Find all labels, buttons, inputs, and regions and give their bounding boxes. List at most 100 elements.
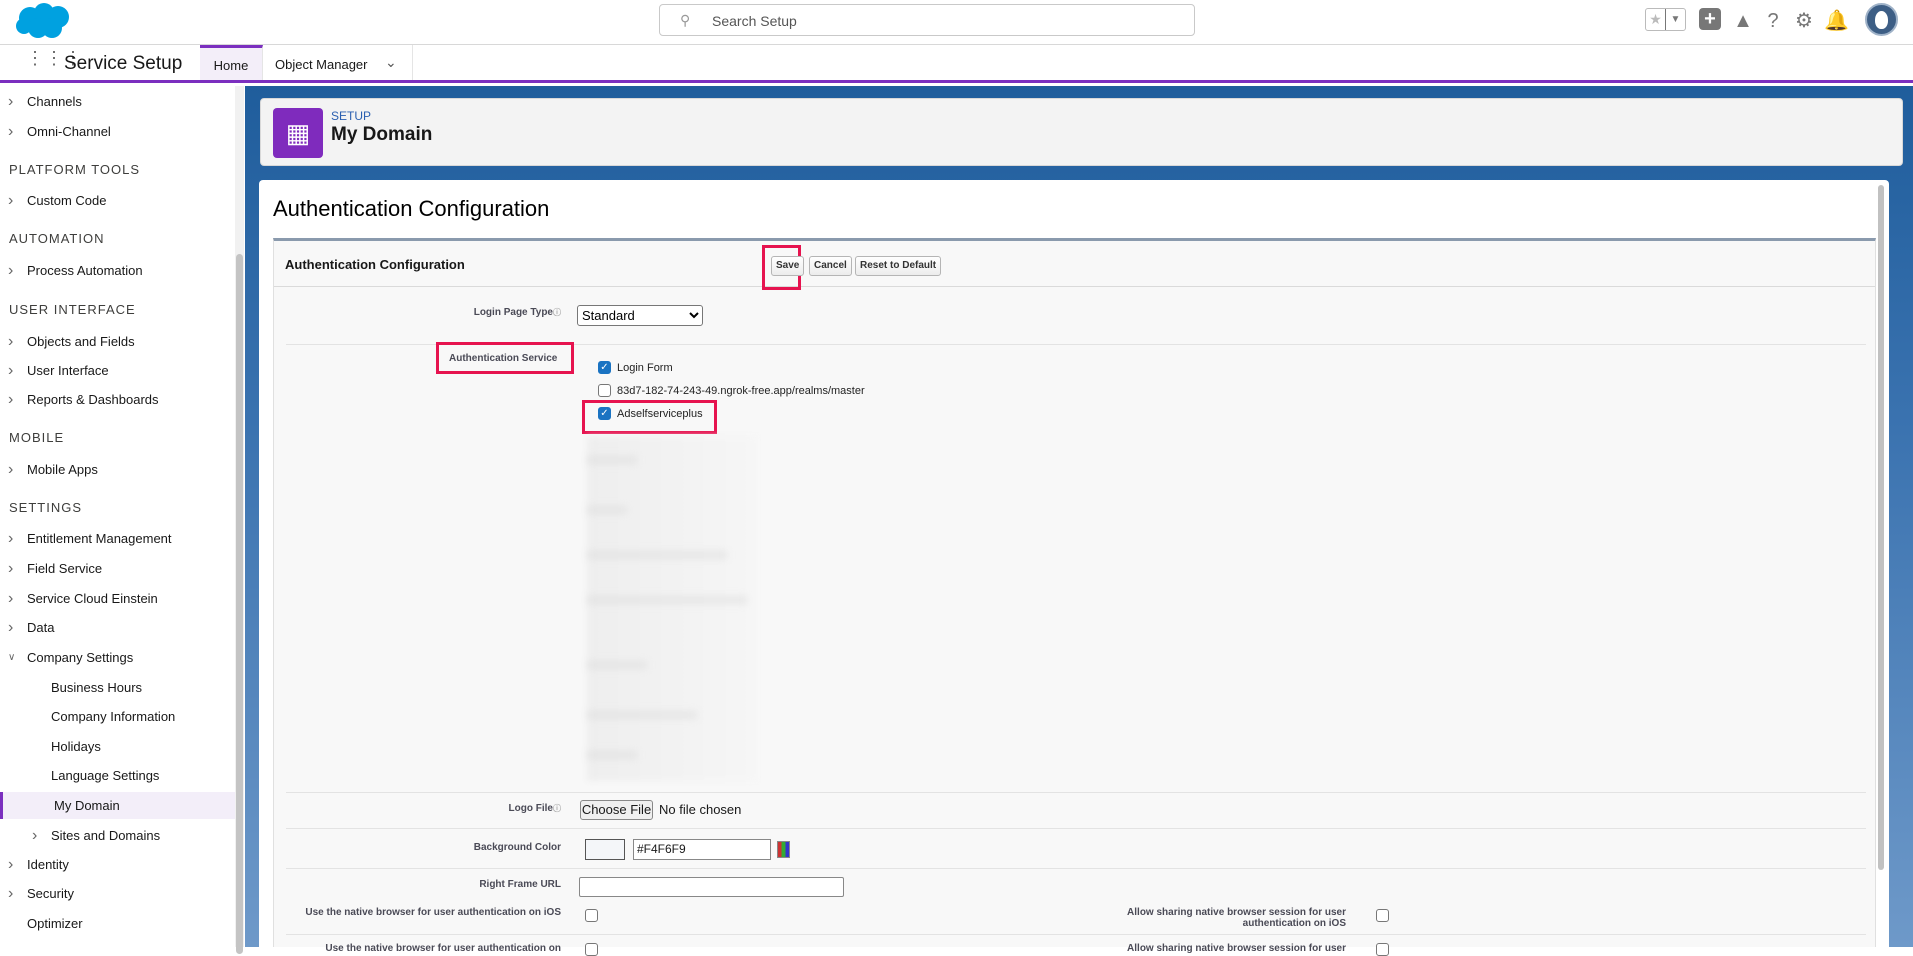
- sidebar-item-label: SETTINGS: [9, 500, 83, 515]
- chevron-down-icon[interactable]: ∨: [8, 652, 16, 663]
- sidebar-heading: PLATFORM TOOLS: [9, 162, 140, 177]
- sidebar-item-label: User Interface: [27, 363, 109, 378]
- native-browser-checkbox[interactable]: [585, 943, 598, 956]
- sidebar-item-service-cloud-einstein[interactable]: › Service Cloud Einstein: [0, 587, 235, 611]
- ngrok-realm-checkbox[interactable]: [598, 384, 611, 397]
- sidebar-item-entitlement-management[interactable]: › Entitlement Management: [0, 527, 235, 551]
- sidebar-item-label: Service Cloud Einstein: [27, 591, 158, 606]
- background-color-input[interactable]: #F4F6F9: [633, 839, 771, 860]
- star-icon[interactable]: ★: [1649, 11, 1662, 27]
- cancel-button[interactable]: Cancel: [809, 256, 852, 276]
- sidebar-item-label: Custom Code: [27, 193, 107, 208]
- gear-icon[interactable]: ⚙: [1795, 10, 1813, 32]
- help-icon[interactable]: ?: [1767, 10, 1779, 32]
- favorites-button[interactable]: ★ ▼: [1645, 8, 1686, 31]
- sidebar-item-label: Entitlement Management: [27, 531, 172, 546]
- save-button[interactable]: Save: [771, 256, 805, 276]
- chevron-right-icon[interactable]: ›: [8, 856, 14, 873]
- sidebar-item-user-interface[interactable]: › User Interface: [0, 359, 235, 383]
- sidebar-item-holidays[interactable]: Holidays: [0, 735, 235, 759]
- color-picker-icon[interactable]: [777, 841, 790, 858]
- native-ios-label: Use the native browser for user authenti…: [305, 907, 561, 918]
- tab-home[interactable]: Home: [200, 45, 263, 80]
- reset-to-default-button[interactable]: Reset to Default: [855, 256, 942, 276]
- avatar[interactable]: [1865, 3, 1898, 36]
- sidebar-heading: SETTINGS: [9, 500, 82, 515]
- chevron-right-icon[interactable]: ›: [8, 192, 14, 209]
- highlight-box: [582, 400, 717, 434]
- share-session-checkbox[interactable]: [1376, 943, 1389, 956]
- share-session-label: Allow sharing native browser session for…: [1127, 943, 1346, 954]
- sidebar-item-label: Process Automation: [27, 263, 143, 278]
- sidebar-item-business-hours[interactable]: Business Hours: [0, 676, 235, 700]
- sidebar-item-mobile-apps[interactable]: › Mobile Apps: [0, 458, 235, 482]
- chevron-down-icon[interactable]: ⌄: [385, 54, 397, 70]
- sidebar-item-optimizer[interactable]: Optimizer: [0, 912, 235, 936]
- sidebar-item-label: AUTOMATION: [9, 231, 105, 246]
- divider: [286, 828, 1866, 829]
- sidebar-item-my-domain[interactable]: My Domain: [0, 792, 235, 819]
- chevron-right-icon[interactable]: ›: [8, 560, 14, 577]
- sidebar-item-label: Optimizer: [27, 916, 83, 931]
- sidebar-scrollbar[interactable]: [235, 86, 244, 954]
- sidebar-item-label: Security: [27, 886, 74, 901]
- sidebar-item-custom-code[interactable]: › Custom Code: [0, 189, 235, 213]
- share-ios-checkbox[interactable]: [1376, 909, 1389, 922]
- salesforce-logo[interactable]: [14, 2, 72, 40]
- ngrok-realm-label: 83d7-182-74-243-49.ngrok-free.app/realms…: [617, 385, 865, 397]
- sidebar-item-company-settings[interactable]: ∨ Company Settings: [0, 646, 235, 670]
- info-icon[interactable]: ⓘ: [553, 308, 561, 317]
- global-header: ⚲ Search Setup ★ ▼ + ▲ ? ⚙ 🔔: [0, 0, 1913, 45]
- sidebar-item-sites-and-domains[interactable]: › Sites and Domains: [0, 824, 235, 848]
- chevron-right-icon[interactable]: ›: [8, 93, 14, 110]
- search-input[interactable]: ⚲ Search Setup: [659, 4, 1195, 36]
- chevron-right-icon[interactable]: ›: [8, 530, 14, 547]
- sidebar-item-language-settings[interactable]: Language Settings: [0, 764, 235, 788]
- chevron-right-icon[interactable]: ›: [8, 461, 14, 478]
- chevron-right-icon[interactable]: ›: [8, 362, 14, 379]
- native-ios-checkbox[interactable]: [585, 909, 598, 922]
- chevron-right-icon[interactable]: ›: [8, 590, 14, 607]
- chevron-right-icon[interactable]: ›: [8, 885, 14, 902]
- sidebar-item-security[interactable]: › Security: [0, 882, 235, 906]
- sidebar-item-label: Field Service: [27, 561, 103, 576]
- section-page-title: Authentication Configuration: [273, 196, 550, 221]
- sidebar-item-channels[interactable]: › Channels: [0, 90, 235, 114]
- chevron-right-icon[interactable]: ›: [8, 333, 14, 350]
- sidebar-heading: USER INTERFACE: [9, 302, 136, 317]
- sidebar-item-company-information[interactable]: Company Information: [0, 705, 235, 729]
- main-scrollbar[interactable]: [1876, 185, 1886, 947]
- sidebar-item-label: MOBILE: [9, 430, 65, 445]
- native-browser-label: Use the native browser for user authenti…: [325, 943, 561, 954]
- sidebar-item-objects-and-fields[interactable]: › Objects and Fields: [0, 330, 235, 354]
- page-title: My Domain: [331, 124, 433, 145]
- login-form-label: Login Form: [617, 362, 673, 374]
- sidebar-item-label: Omni-Channel: [27, 124, 111, 139]
- login-form-checkbox[interactable]: ✓: [598, 361, 611, 374]
- chevron-right-icon[interactable]: ›: [8, 619, 14, 636]
- favorites-dropdown-icon[interactable]: ▼: [1665, 9, 1685, 30]
- sidebar-item-field-service[interactable]: › Field Service: [0, 557, 235, 581]
- sidebar-heading: MOBILE: [9, 430, 64, 445]
- sidebar-item-identity[interactable]: › Identity: [0, 853, 235, 877]
- info-icon[interactable]: ⓘ: [553, 804, 561, 813]
- trailhead-icon[interactable]: ▲: [1733, 10, 1753, 32]
- login-page-type-select[interactable]: Standard: [577, 305, 703, 326]
- adselfserviceplus-checkbox[interactable]: ✓: [598, 407, 611, 420]
- choose-file-button[interactable]: Choose File: [580, 800, 653, 820]
- right-frame-url-input[interactable]: [579, 877, 844, 897]
- divider: [286, 868, 1866, 869]
- sidebar-item-process-automation[interactable]: › Process Automation: [0, 259, 235, 283]
- chevron-right-icon[interactable]: ›: [8, 123, 14, 140]
- sidebar-item-omni-channel[interactable]: › Omni-Channel: [0, 120, 235, 144]
- sidebar-item-data[interactable]: › Data: [0, 616, 235, 640]
- chevron-right-icon[interactable]: ›: [32, 827, 38, 844]
- setup-sidebar: › Channels › Omni-Channel PLATFORM TOOLS › Cus…: [0, 86, 235, 947]
- chevron-right-icon[interactable]: ›: [8, 262, 14, 279]
- app-nav-bar: ⋮⋮⋮ Service Setup Home Object Manager ⌄: [0, 45, 1913, 83]
- bell-icon[interactable]: 🔔: [1824, 10, 1849, 32]
- tab-object-manager[interactable]: Object Manager ⌄: [263, 45, 413, 80]
- chevron-right-icon[interactable]: ›: [8, 391, 14, 408]
- sidebar-item-reports-dashboards[interactable]: › Reports & Dashboards: [0, 388, 235, 412]
- add-icon[interactable]: +: [1699, 8, 1721, 30]
